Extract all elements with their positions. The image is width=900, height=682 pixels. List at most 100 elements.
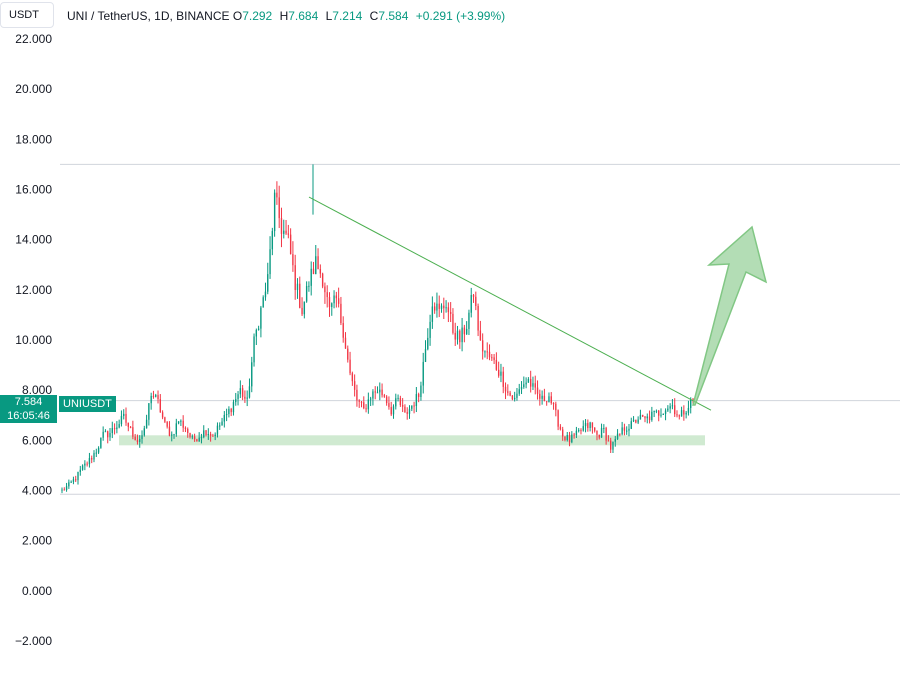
horizontal-lines — [60, 163, 900, 495]
candle-body — [333, 295, 335, 304]
candle-body — [385, 396, 388, 404]
candle-body — [241, 388, 244, 397]
candle-body — [600, 428, 603, 438]
support-zone[interactable] — [119, 435, 705, 446]
ohlc-open-value: 7.292 — [242, 9, 273, 23]
candle-body — [326, 292, 328, 298]
candle-body — [260, 307, 262, 329]
candle-body — [77, 471, 79, 481]
candle-body — [399, 397, 402, 406]
candle-body — [294, 265, 296, 290]
candle-body — [511, 395, 514, 400]
price-change: +0.291 (+3.99%) — [415, 9, 506, 23]
candle-body — [516, 393, 518, 398]
candle-body — [193, 436, 196, 440]
candle-body — [72, 479, 75, 482]
candle-body — [555, 403, 557, 411]
descending-trendline[interactable] — [308, 196, 712, 411]
candle-body — [353, 381, 356, 390]
candle-body — [321, 273, 324, 287]
candle-body — [116, 427, 118, 430]
candle-body — [408, 408, 411, 414]
candle-body — [479, 330, 482, 341]
y-tick-label: 22.000 — [15, 32, 52, 46]
candle-body — [312, 268, 315, 275]
candle-body — [491, 357, 493, 359]
y-tick-label: 14.000 — [15, 233, 52, 247]
candle-body — [662, 413, 664, 415]
candle-body — [495, 360, 498, 370]
candle-body — [504, 386, 507, 392]
candle-body — [500, 371, 502, 376]
ohlc-open-key: O — [232, 9, 243, 23]
candle-body — [88, 458, 91, 465]
candle-body — [671, 405, 674, 407]
candle-body — [219, 425, 221, 427]
candle-body — [221, 421, 223, 426]
candle-body — [575, 430, 578, 435]
candle-body — [118, 424, 120, 428]
candle-body — [161, 412, 164, 418]
candle-body — [200, 437, 203, 439]
candle-body — [337, 298, 340, 304]
candle-body — [401, 405, 404, 407]
candle-body — [68, 482, 70, 487]
candle-body — [356, 389, 358, 401]
candle-body — [173, 434, 175, 436]
currency-selector[interactable]: USDT — [0, 2, 54, 28]
candle-body — [269, 249, 271, 275]
candle-body — [594, 427, 596, 431]
candle-body — [429, 321, 431, 338]
candle-body — [196, 439, 198, 442]
candle-body — [687, 407, 690, 413]
candle-body — [367, 399, 370, 410]
ohlc-close-value: 7.584 — [378, 9, 409, 23]
candle-body — [113, 428, 116, 430]
candle-body — [582, 426, 584, 431]
up-arrow[interactable] — [692, 225, 768, 406]
candle-body — [61, 489, 63, 491]
candle-body — [107, 431, 109, 438]
y-tick-label: 20.000 — [15, 82, 52, 96]
candle-body — [230, 408, 232, 413]
candle-body — [255, 329, 258, 337]
trendline[interactable] — [308, 196, 712, 411]
candle-body — [111, 428, 113, 434]
candle-body — [166, 421, 168, 427]
candle-body — [383, 395, 386, 397]
candle-body — [232, 402, 235, 413]
candle-body — [445, 307, 447, 309]
candle-body — [571, 434, 573, 443]
candle-body — [388, 403, 390, 408]
symbol-price-label: UNIUSDT — [59, 396, 116, 412]
projection-arrow[interactable] — [692, 225, 768, 406]
candle-body — [299, 283, 301, 308]
candle-body — [257, 328, 260, 330]
candle-body — [141, 435, 143, 439]
candle-body — [417, 394, 420, 397]
support-zone-rect[interactable] — [119, 435, 705, 446]
candle-body — [223, 414, 226, 422]
candle-body — [392, 406, 395, 415]
candle-body — [276, 192, 278, 198]
candle-body — [493, 357, 495, 361]
candle-body — [536, 387, 539, 394]
candle-body — [365, 408, 367, 410]
candle-body — [623, 427, 626, 431]
candle-body — [561, 429, 564, 437]
candle-body — [351, 373, 354, 382]
candle-body — [443, 305, 445, 309]
candle-body — [283, 230, 285, 234]
candle-body — [123, 413, 125, 416]
candle-body — [100, 437, 102, 448]
candle-body — [390, 407, 392, 415]
candle-body — [557, 410, 559, 427]
candle-body — [191, 436, 194, 438]
candle-body — [420, 385, 422, 397]
candle-body — [287, 233, 290, 235]
candle-body — [280, 218, 283, 234]
candle-body — [580, 430, 582, 432]
candle-body — [315, 256, 317, 275]
bar-countdown: 16:05:46 — [7, 410, 50, 422]
